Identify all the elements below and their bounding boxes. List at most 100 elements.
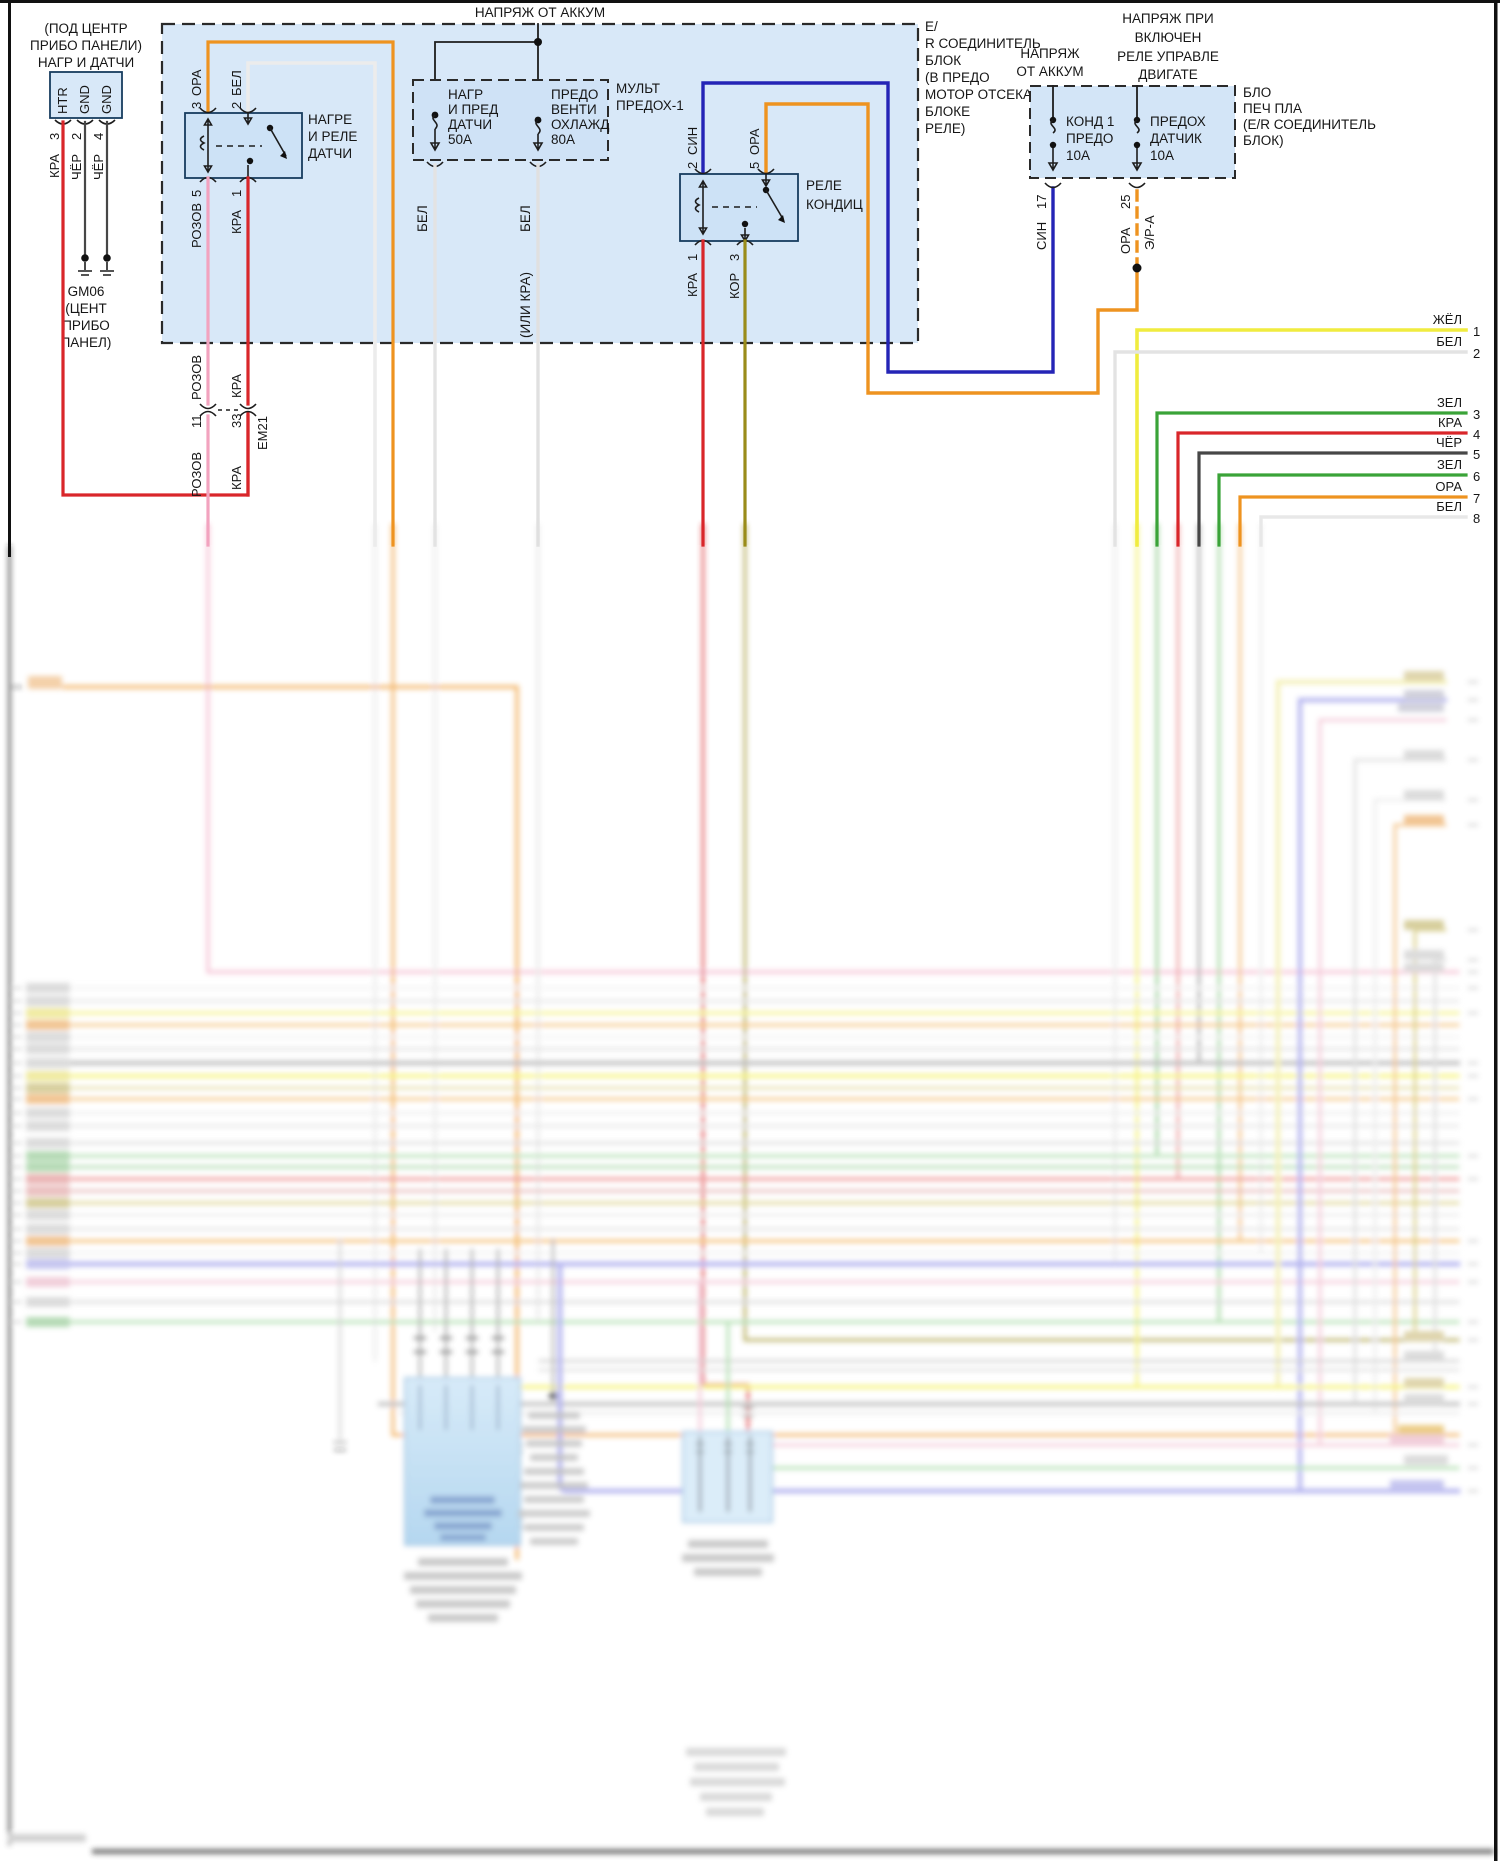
hr-pin2-wire: БЕЛ <box>229 70 244 96</box>
wire-pink-long <box>206 523 1460 974</box>
wire-orange-cond <box>764 102 1139 395</box>
wire-8-white <box>1259 515 1468 547</box>
cr-pin3-wire: КОР <box>727 273 742 299</box>
right-numbered-wires: ЖЁЛ 1 БЕЛ 2 ЗЕЛ 3 КРА 4 ЧЁР 5 ЗЕЛ 6 ОРА … <box>1113 312 1480 547</box>
fuse2-line4: 80А <box>551 132 575 147</box>
ground-column <box>518 1238 590 1545</box>
rw1-num: 1 <box>1473 324 1480 339</box>
rw7-num: 7 <box>1473 491 1480 506</box>
right-edge-labels <box>1390 671 1478 1492</box>
fb2-title-left-2: ОТ АККУМ <box>1016 64 1083 79</box>
em21-below-left: РОЗОВ <box>189 452 204 497</box>
er-line-7: РЕЛЕ) <box>925 121 965 136</box>
rw5-color: ЧЁР <box>1436 435 1462 450</box>
engine-room-block <box>160 22 920 345</box>
rw6-num: 6 <box>1473 469 1480 484</box>
wire-5-black <box>1197 451 1468 547</box>
pin-htr: HTR <box>55 87 70 114</box>
hr-pin1-wire: КРА <box>229 210 244 234</box>
fb2-name-1: БЛО <box>1243 85 1271 100</box>
cr-pin3: 3 <box>727 254 742 261</box>
gm06-caption-1: (ЦЕНТ <box>65 301 106 316</box>
fuse1-line1: НАГР <box>448 87 483 102</box>
heater-relay: НАГРЕ И РЕЛЕ ДАТЧИ 3 ОРА 2 БЕЛ 5 РОЗОВ 1… <box>184 40 395 547</box>
wire-4-red <box>1176 431 1468 547</box>
left-wire-bundle <box>69 986 1461 1324</box>
fb2-fuse2-2: ДАТЧИК <box>1150 131 1202 146</box>
component-a-compressor <box>404 1248 522 1622</box>
cr-pin2: 2 <box>685 162 700 169</box>
fb2-out1-num: 17 <box>1034 195 1049 209</box>
rw3-color: ЗЕЛ <box>1437 395 1462 410</box>
fuse1-wire-color: БЕЛ <box>415 205 430 232</box>
wire-olive-long <box>743 523 1460 1342</box>
wire-orange-heater <box>206 40 395 547</box>
watermark-blob <box>8 1834 86 1842</box>
fuse1-line2: И ПРЕД <box>448 102 498 117</box>
rw5-num: 5 <box>1473 447 1480 462</box>
gm06-caption-2: ПРИБО <box>62 318 110 333</box>
component-b-connector <box>682 1407 786 1816</box>
left-ora-label-blob <box>28 676 62 689</box>
wire-6-green <box>1217 473 1468 547</box>
cond-relay: РЕЛЕ КОНДИЦ 2 СИН 5 ОРА 1 КРА 3 КОР <box>679 81 1142 547</box>
frame-bottom-bar <box>92 1849 1494 1854</box>
em21-below-right: КРА <box>229 466 244 490</box>
battery-bus-lines <box>434 23 542 121</box>
em21-left-num: 11 <box>189 415 204 429</box>
pin-gnd-1: GND <box>77 85 92 114</box>
cond-relay-name-2: КОНДИЦ <box>806 197 863 212</box>
er-line-4: (В ПРЕДО <box>925 70 990 85</box>
fb2-fuse1-3: 10А <box>1066 148 1090 163</box>
fb2-fuse1-1: КОНД 1 <box>1066 114 1114 129</box>
fb2-title-left-1: НАПРЯЖ <box>1020 46 1080 61</box>
cr-pin2-wire: СИН <box>685 127 700 155</box>
hr-pin3-wire: ОРА <box>189 69 204 96</box>
er-block-label: Е/ R СОЕДИНИТЕЛЬ БЛОК (В ПРЕДО МОТОР ОТС… <box>925 19 1041 136</box>
em21-left-wire: РОЗОВ <box>189 355 204 400</box>
fb2-fuse1-2: ПРЕДО <box>1066 131 1113 146</box>
fuse1-line4: 50А <box>448 132 472 147</box>
rw4-num: 4 <box>1473 427 1480 442</box>
hr-pin2: 2 <box>229 102 244 109</box>
left-connector: (ПОД ЦЕНТР ПРИБО ПАНЕЛИ) НАГР И ДАТЧИ HT… <box>30 21 250 497</box>
fuse-box-1: МУЛЬТ ПРЕДОХ-1 НАГР И ПРЕД ДАТЧИ 50А ПРЕ… <box>412 79 684 547</box>
heater-relay-name-3: ДАТЧИ <box>308 146 352 161</box>
cr-pin5: 5 <box>747 162 762 169</box>
wire-3-green <box>1155 411 1468 547</box>
heater-relay-name-1: НАГРЕ <box>308 112 352 127</box>
pin-num-4: 4 <box>91 133 106 140</box>
fuse-box-1-name-2: ПРЕДОХ-1 <box>616 98 684 113</box>
wire-orange-left <box>62 685 519 1560</box>
wire-orange-main <box>391 523 1460 1437</box>
pin-gnd-2: GND <box>99 85 114 114</box>
left-conn-caption-3: НАГР И ДАТЧИ <box>38 55 134 70</box>
er-line-3: БЛОК <box>925 53 961 68</box>
wire-blue-sin <box>701 81 1055 374</box>
fb2-out2-alt: Э/Р-А <box>1142 215 1157 250</box>
rw7-color: ОРА <box>1435 479 1462 494</box>
frame-right <box>1494 0 1498 1861</box>
wire-white-heater <box>246 61 377 547</box>
fb2-title-right-2: ВКЛЮЧЕН <box>1135 30 1202 45</box>
em21-right-wire: КРА <box>229 374 244 398</box>
wire-1-yellow <box>1135 328 1468 547</box>
fb2-name-2: ПЕЧ ПЛА <box>1243 101 1302 116</box>
fb2-title-right-3: РЕЛЕ УПРАВЛЕ <box>1117 49 1219 64</box>
rw4-color: КРА <box>1438 415 1462 430</box>
battery-bus-title: НАПРЯЖ ОТ АККУМ <box>475 5 605 20</box>
rw1-color: ЖЁЛ <box>1433 312 1462 327</box>
er-line-2: R СОЕДИНИТЕЛЬ <box>925 36 1041 51</box>
rw3-num: 3 <box>1473 407 1480 422</box>
gm06-label: GM06 <box>68 284 105 299</box>
wire-label-kra: КРА <box>47 154 62 178</box>
fb2-name-4: БЛОК) <box>1243 133 1284 148</box>
fb2-name-3: (Е/R СОЕДИНИТЕЛЬ <box>1243 117 1376 132</box>
em21-connector: РОЗОВ 11 КРА 33 ЕМ21 РОЗОВ КРА <box>189 355 270 547</box>
cr-pin1-wire: КРА <box>685 273 700 297</box>
fuse-box-1-name-1: МУЛЬТ <box>616 81 660 96</box>
fuse1-line3: ДАТЧИ <box>448 117 492 132</box>
hr-pin5-wire: РОЗОВ <box>189 203 204 248</box>
